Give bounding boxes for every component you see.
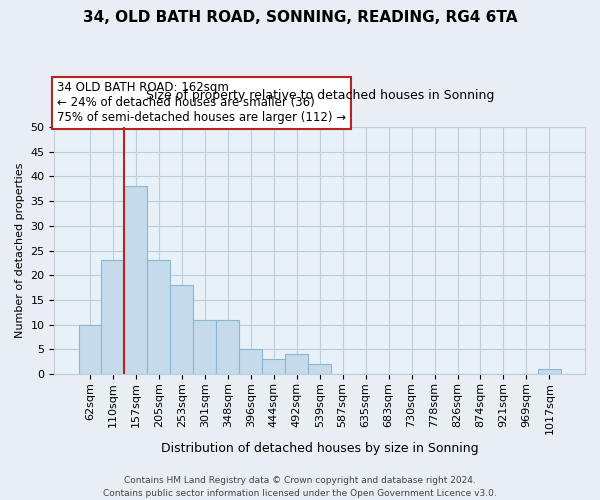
- Text: 34 OLD BATH ROAD: 162sqm
← 24% of detached houses are smaller (36)
75% of semi-d: 34 OLD BATH ROAD: 162sqm ← 24% of detach…: [57, 82, 346, 124]
- Bar: [193, 320, 217, 374]
- Bar: [124, 186, 148, 374]
- Bar: [148, 260, 170, 374]
- Text: Contains HM Land Registry data © Crown copyright and database right 2024.
Contai: Contains HM Land Registry data © Crown c…: [103, 476, 497, 498]
- Bar: [262, 360, 285, 374]
- Bar: [217, 320, 239, 374]
- Bar: [538, 369, 561, 374]
- X-axis label: Distribution of detached houses by size in Sonning: Distribution of detached houses by size …: [161, 442, 479, 455]
- Bar: [79, 324, 101, 374]
- Bar: [285, 354, 308, 374]
- Y-axis label: Number of detached properties: Number of detached properties: [15, 163, 25, 338]
- Text: 34, OLD BATH ROAD, SONNING, READING, RG4 6TA: 34, OLD BATH ROAD, SONNING, READING, RG4…: [83, 10, 517, 25]
- Bar: [101, 260, 124, 374]
- Title: Size of property relative to detached houses in Sonning: Size of property relative to detached ho…: [146, 89, 494, 102]
- Bar: [239, 350, 262, 374]
- Bar: [170, 285, 193, 374]
- Bar: [308, 364, 331, 374]
